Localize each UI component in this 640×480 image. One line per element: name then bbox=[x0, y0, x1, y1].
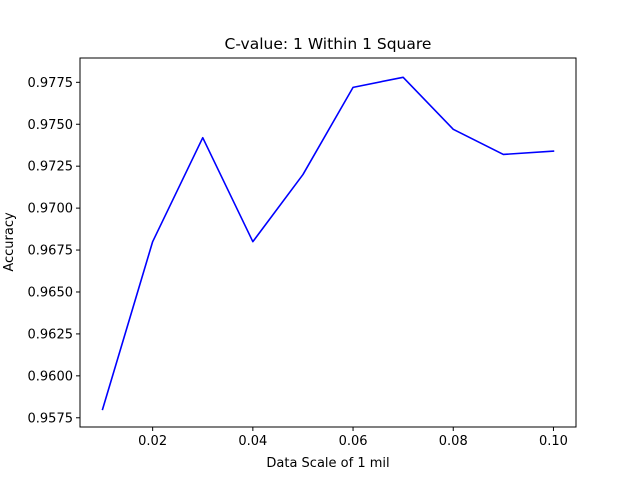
y-tick-label: 0.9775 bbox=[28, 76, 74, 91]
chart-title: C-value: 1 Within 1 Square bbox=[225, 35, 432, 53]
y-tick-label: 0.9650 bbox=[28, 285, 74, 300]
y-tick-label: 0.9625 bbox=[28, 327, 74, 342]
x-tick-label: 0.06 bbox=[339, 434, 368, 449]
x-tick-label: 0.02 bbox=[138, 434, 167, 449]
y-tick-label: 0.9725 bbox=[28, 160, 74, 175]
x-tick-label: 0.04 bbox=[238, 434, 267, 449]
y-tick-label: 0.9750 bbox=[28, 118, 74, 133]
x-axis-label: Data Scale of 1 mil bbox=[266, 456, 389, 471]
y-tick-label: 0.9700 bbox=[28, 202, 74, 217]
x-tick-label: 0.10 bbox=[539, 434, 568, 449]
plot-area: 0.02 0.04 0.06 0.08 0.10 0.9575 0.9600 0.9625 0.… bbox=[28, 57, 577, 449]
y-tick-label: 0.9675 bbox=[28, 244, 74, 259]
axes-frame bbox=[79, 57, 577, 428]
x-tick-label: 0.08 bbox=[439, 434, 468, 449]
y-tick-label: 0.9600 bbox=[28, 369, 74, 384]
series-line-0 bbox=[101, 76, 555, 411]
y-axis-label: Accuracy bbox=[2, 212, 17, 272]
y-tick-label: 0.9575 bbox=[28, 411, 74, 426]
